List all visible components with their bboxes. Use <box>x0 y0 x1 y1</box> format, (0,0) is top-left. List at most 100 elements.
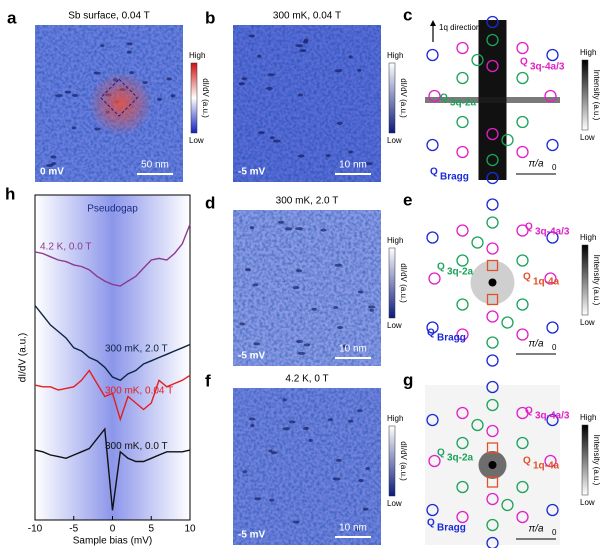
defect <box>93 71 101 75</box>
scale-subscript: 0 <box>552 343 557 352</box>
colorbar-low: Low <box>580 318 595 327</box>
scale-label: π/a <box>528 159 543 170</box>
fft-peak <box>456 510 469 524</box>
x-tick-label: 5 <box>148 524 154 535</box>
panel-title: 300 mK, 0.04 T <box>273 11 341 22</box>
colorbar-low: Low <box>387 136 402 145</box>
series-label: 4.2 K, 0.0 T <box>40 241 92 252</box>
defect <box>357 290 364 294</box>
colorbar <box>581 424 589 496</box>
colorbar-high: High <box>189 51 205 60</box>
defect <box>295 269 303 273</box>
defect <box>241 77 247 81</box>
red-region <box>88 71 153 136</box>
fft-peak <box>486 398 499 412</box>
defect <box>170 94 176 98</box>
fft-peak <box>486 336 499 349</box>
defect <box>334 263 343 267</box>
defect <box>250 424 255 428</box>
defect <box>50 155 57 159</box>
defect <box>327 418 333 422</box>
colorbar-high: High <box>580 233 596 242</box>
fft-peak <box>471 53 484 67</box>
fft-peak <box>516 406 529 420</box>
scale-label: π/a <box>528 524 543 535</box>
defect <box>333 305 339 309</box>
bias: -5 mV <box>238 530 266 541</box>
fft-peak <box>456 115 469 129</box>
fft-peak <box>544 89 557 103</box>
annotation: Pseudogap <box>87 204 138 215</box>
defect <box>266 86 273 90</box>
colorbar-label: dI/dV (a.u.) <box>399 441 408 481</box>
defect <box>45 163 54 167</box>
q-label: Q <box>525 406 533 417</box>
defect <box>269 136 275 140</box>
defect <box>299 49 307 53</box>
scale-label: 10 nm <box>339 160 367 171</box>
defect <box>302 426 310 430</box>
q-subscript: 3q-2a <box>447 267 474 278</box>
defect <box>363 507 369 511</box>
colorbar-low: Low <box>387 321 402 330</box>
fft-box <box>486 293 499 306</box>
fft-peak <box>546 413 559 427</box>
q-label: Q <box>427 518 435 529</box>
fft-peak <box>516 224 529 237</box>
defect <box>51 162 56 166</box>
defect <box>357 68 362 72</box>
fft-peak <box>456 480 469 494</box>
fft-peak <box>471 418 484 432</box>
fft-peak <box>486 171 499 185</box>
fft-peak <box>546 503 559 517</box>
q-label: Q <box>427 328 435 339</box>
series-label: 300 mK, 0.04 T <box>105 386 173 397</box>
fft-peak <box>426 48 439 62</box>
fft-peak <box>516 145 529 159</box>
fft-peak <box>516 480 529 494</box>
y-axis-label: dI/dV (a.u.) <box>18 333 29 382</box>
colorbar-low: Low <box>580 133 595 142</box>
defect <box>365 467 370 471</box>
fft-peak <box>516 254 529 267</box>
defect <box>252 283 259 287</box>
defect <box>239 322 246 326</box>
pseudogap-band <box>35 195 190 520</box>
defect <box>297 93 304 97</box>
fft-peak <box>501 316 514 329</box>
stm-texture <box>233 25 381 182</box>
q-label: Q <box>525 222 533 233</box>
fft-peak <box>516 41 529 55</box>
q-subscript: Bragg <box>440 172 469 183</box>
defect <box>297 351 306 355</box>
fft-peak <box>428 89 441 103</box>
defect <box>244 268 251 272</box>
defect <box>303 343 311 347</box>
defect <box>365 162 373 166</box>
fft-peak <box>456 41 469 55</box>
colorbar-label: dI/dV (a.u.) <box>201 78 210 118</box>
panel-letter: b <box>205 8 215 27</box>
fft-peak <box>456 224 469 237</box>
defect <box>358 478 364 482</box>
defect <box>272 139 281 143</box>
fft-peak <box>428 454 441 468</box>
defect <box>320 228 327 232</box>
fft-peak <box>501 498 514 512</box>
colorbar <box>388 247 396 319</box>
defect <box>284 227 293 231</box>
fft-peak <box>471 236 484 249</box>
scale-label: 10 nm <box>339 523 367 534</box>
fft-peak <box>486 424 499 438</box>
fft-dot <box>488 461 497 469</box>
colorbar-high: High <box>387 414 403 423</box>
defect <box>72 93 79 97</box>
defect <box>368 305 376 309</box>
fft-peak <box>456 254 469 267</box>
defect <box>355 528 361 532</box>
fft-peak <box>426 503 439 517</box>
colorbar-label: Intensity (a.u.) <box>592 255 600 306</box>
colorbar-high: High <box>580 48 596 57</box>
